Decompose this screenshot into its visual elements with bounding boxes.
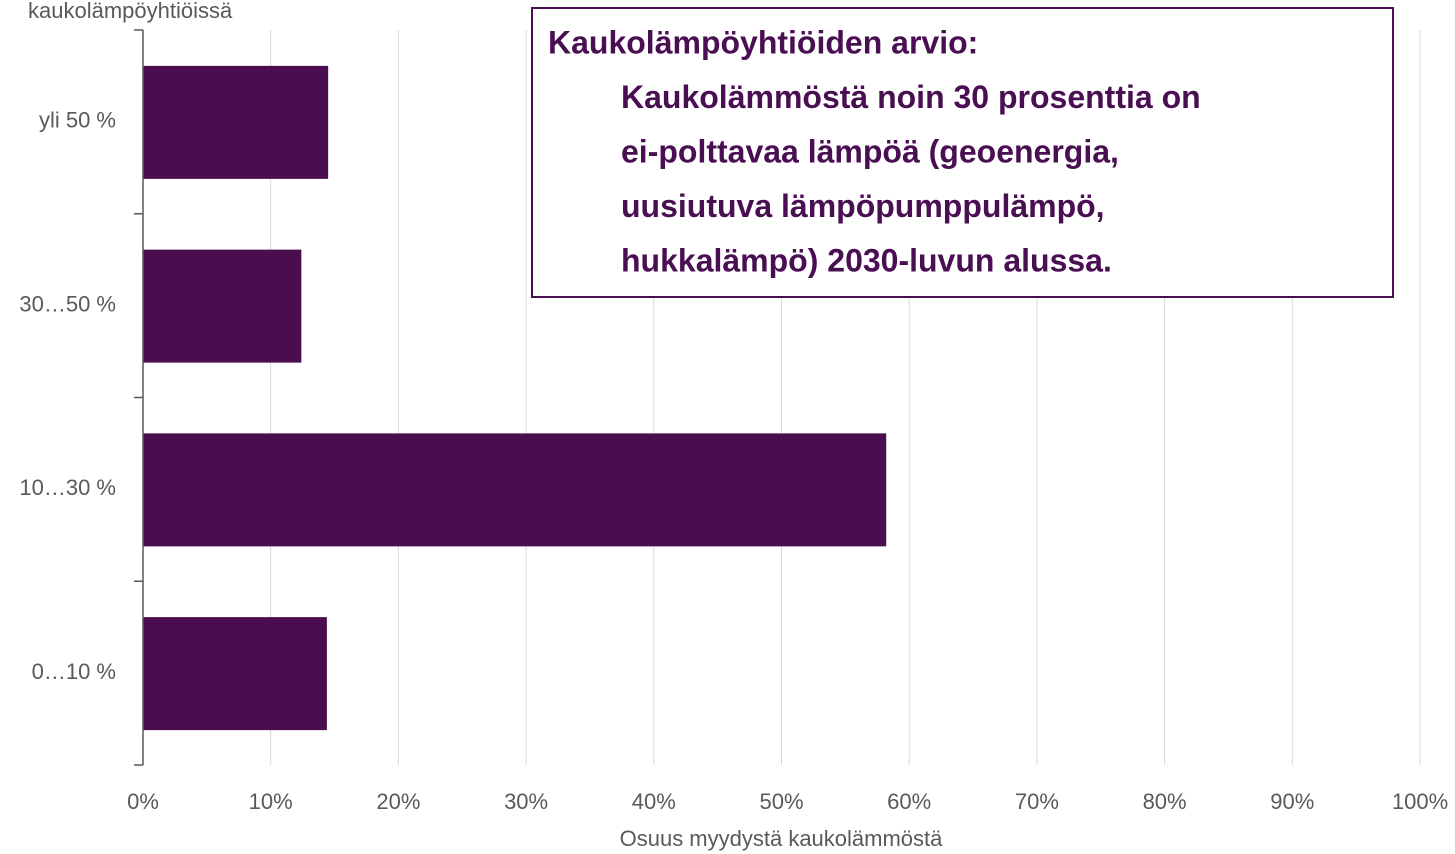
x-tick-label: 0% [127,789,159,814]
y-tick-label: 10…30 % [19,475,116,500]
bar [143,617,327,731]
x-tick-label: 90% [1270,789,1314,814]
y-tick-label: yli 50 % [39,108,116,133]
y-tick-label: 30…50 % [19,291,116,316]
annotation-line: Kaukolämpöyhtiöiden arvio: [548,24,978,60]
x-axis-label: Osuus myydystä kaukolämmöstä [620,826,944,851]
bar [143,433,887,547]
x-tick-label: 80% [1143,789,1187,814]
x-tick-label: 60% [887,789,931,814]
x-tick-label: 100% [1392,789,1448,814]
bar [143,65,329,179]
annotation-line: Kaukolämmöstä noin 30 prosenttia on [621,79,1201,115]
y-tick-label: 0…10 % [32,659,116,684]
x-tick-label: 10% [249,789,293,814]
x-tick-label: 70% [1015,789,1059,814]
bar [143,249,302,363]
x-tick-label: 50% [759,789,803,814]
x-tick-label: 40% [632,789,676,814]
annotation-line: uusiutuva lämpöpumppulämpö, [621,188,1105,224]
x-tick-label: 20% [376,789,420,814]
annotation-line: ei-polttavaa lämpöä (geoenergia, [621,133,1119,169]
y-axis-label: kaukolämpöyhtiöissä [28,0,233,23]
x-tick-label: 30% [504,789,548,814]
annotation-box [531,7,1394,298]
annotation-line: hukkalämpö) 2030-luvun alussa. [621,242,1112,278]
